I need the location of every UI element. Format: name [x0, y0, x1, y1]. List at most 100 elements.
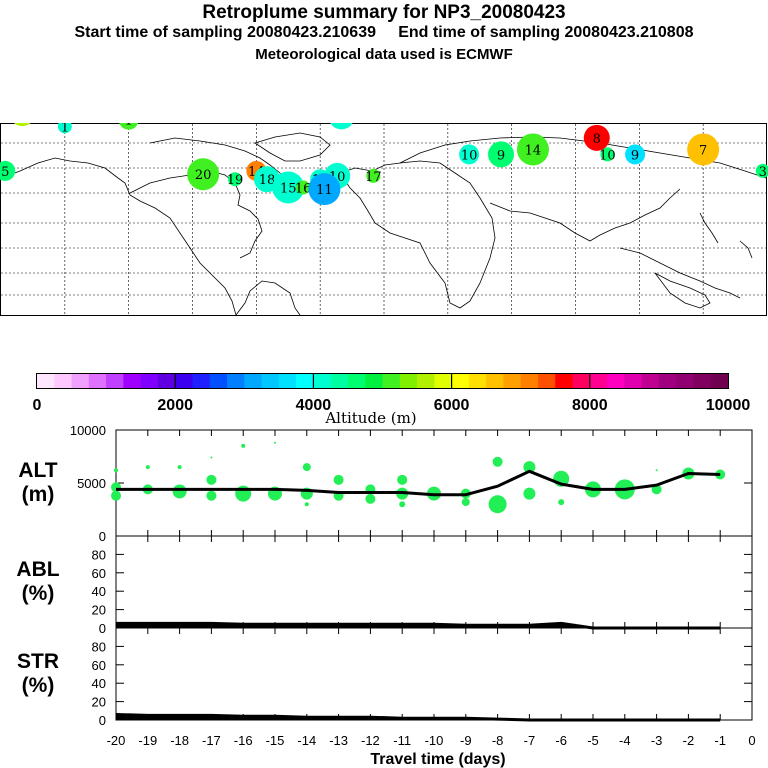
altitude-bubble	[399, 501, 406, 508]
x-tick-label: -2	[683, 733, 695, 748]
colorbar-cell	[624, 374, 643, 388]
map-centroid-bubble	[625, 144, 646, 165]
panel-ylabel: ABL	[16, 558, 59, 581]
colorbar-cell	[330, 374, 349, 388]
chart-title: Retroplume summary for NP3_20080423	[202, 2, 566, 23]
colorbar-cell	[520, 374, 539, 388]
colorbar-cell	[468, 374, 487, 388]
y-tick-label: 0	[99, 529, 106, 544]
altitude-bubble	[302, 463, 311, 472]
colorbar-cell	[140, 374, 159, 388]
x-tick-label: -10	[425, 733, 444, 748]
altitude-bubble	[172, 484, 187, 499]
x-tick-label: -1	[714, 733, 726, 748]
y-tick-label: 80	[92, 547, 106, 562]
colorbar-cell	[399, 374, 418, 388]
altitude-bubble	[210, 456, 213, 459]
map-centroid-bubble	[296, 180, 311, 195]
altitude-bubble	[523, 461, 536, 474]
map-centroid-label: 18	[259, 173, 276, 188]
map-centroid-label: 9	[631, 148, 639, 163]
altitude-bubble	[206, 474, 217, 485]
altitude-bubble	[558, 499, 565, 506]
altitude-bubble	[655, 469, 658, 472]
y-tick-label: 60	[92, 566, 106, 581]
x-axis-label: Travel time (days)	[370, 751, 505, 768]
altitude-bubble	[333, 474, 344, 485]
colorbar-tick-label: 0	[33, 397, 42, 414]
x-tick-label: 0	[748, 733, 755, 748]
map-centroid-label: 10	[461, 148, 478, 163]
map-centroid-label: 20	[195, 168, 212, 183]
colorbar-tick-label: 6000	[434, 397, 470, 414]
altitude-bubble	[145, 465, 150, 470]
colorbar-cell	[37, 374, 55, 388]
colorbar-cell	[88, 374, 107, 388]
map-centroid-label: 19	[227, 173, 244, 188]
map-centroid-label: 7	[699, 143, 707, 158]
map-centroid-label: 16	[295, 181, 312, 196]
colorbar-cell	[537, 374, 556, 388]
x-tick-label: -9	[460, 733, 472, 748]
colorbar-cells	[37, 374, 729, 388]
colorbar-cell	[175, 374, 193, 388]
x-tick-label: -3	[651, 733, 663, 748]
map-centroid-bubble	[228, 172, 243, 187]
colorbar-cell	[157, 374, 176, 388]
altitude-bubble	[206, 490, 217, 501]
map-coastlines	[1, 132, 767, 316]
colorbar-cell	[313, 374, 332, 388]
map-centroid-bubble	[488, 141, 515, 168]
y-tick-label: 5000	[77, 476, 106, 491]
x-tick-label: -12	[361, 733, 380, 748]
colorbar-cell	[572, 374, 591, 388]
colorbar-cell	[296, 374, 314, 388]
map-centroid-label: 11	[316, 183, 333, 198]
series-area	[116, 714, 721, 720]
x-tick-label: -14	[297, 733, 316, 748]
altitude-bubble	[241, 443, 246, 448]
colorbar-tick-label: 4000	[296, 397, 332, 414]
colorbar-cell	[382, 374, 401, 388]
map-centroid-label: 3	[759, 165, 767, 180]
colorbar-ticks: 0 2000 4000 6000 8000 10000	[33, 374, 750, 414]
series-line	[116, 469, 721, 497]
x-tick-label: -20	[107, 733, 126, 748]
altitude-colorbar: 0 2000 4000 6000 8000 10000 Altitude (m)	[33, 373, 750, 427]
map-centroid-bubble	[308, 173, 341, 206]
x-tick-label: -6	[555, 733, 567, 748]
map-centroid-bubble	[583, 124, 610, 151]
panel-ylabel: (%)	[22, 582, 55, 605]
map-centroid-bubble	[366, 168, 381, 183]
colorbar-cell	[710, 374, 729, 388]
altitude-bubble	[177, 465, 182, 470]
colorbar-cell	[71, 374, 90, 388]
map-centroid-bubble	[0, 160, 16, 181]
y-tick-label: 40	[92, 584, 106, 599]
colorbar-cell	[54, 374, 72, 388]
map-centroid-label: 20	[333, 123, 350, 125]
colorbar-cell	[693, 374, 712, 388]
altitude-bubble	[488, 495, 507, 514]
colorbar-tick-label: 8000	[572, 397, 608, 414]
panel-frame	[115, 627, 753, 721]
colorbar-cell	[209, 374, 228, 388]
map-centroid-bubble	[755, 163, 768, 178]
y-tick-label: 60	[92, 658, 106, 673]
colorbar-cell	[451, 374, 470, 388]
colorbar-cell	[589, 374, 608, 388]
y-tick-label: 10000	[70, 423, 106, 438]
map-centroid-bubble	[459, 144, 480, 165]
map-centroid-label: 14	[525, 143, 542, 158]
altitude-bubble	[114, 468, 118, 473]
colorbar-cell	[417, 374, 435, 388]
altitude-bubble	[274, 441, 276, 444]
colorbar-cell	[365, 374, 383, 388]
panel-ylabel: (%)	[22, 674, 55, 697]
panel-ylabel: STR	[17, 650, 59, 673]
map-frame	[0, 123, 767, 316]
y-tick-label: 20	[92, 695, 106, 710]
x-tick-label: -18	[170, 733, 189, 748]
y-tick-label: 80	[92, 639, 106, 654]
